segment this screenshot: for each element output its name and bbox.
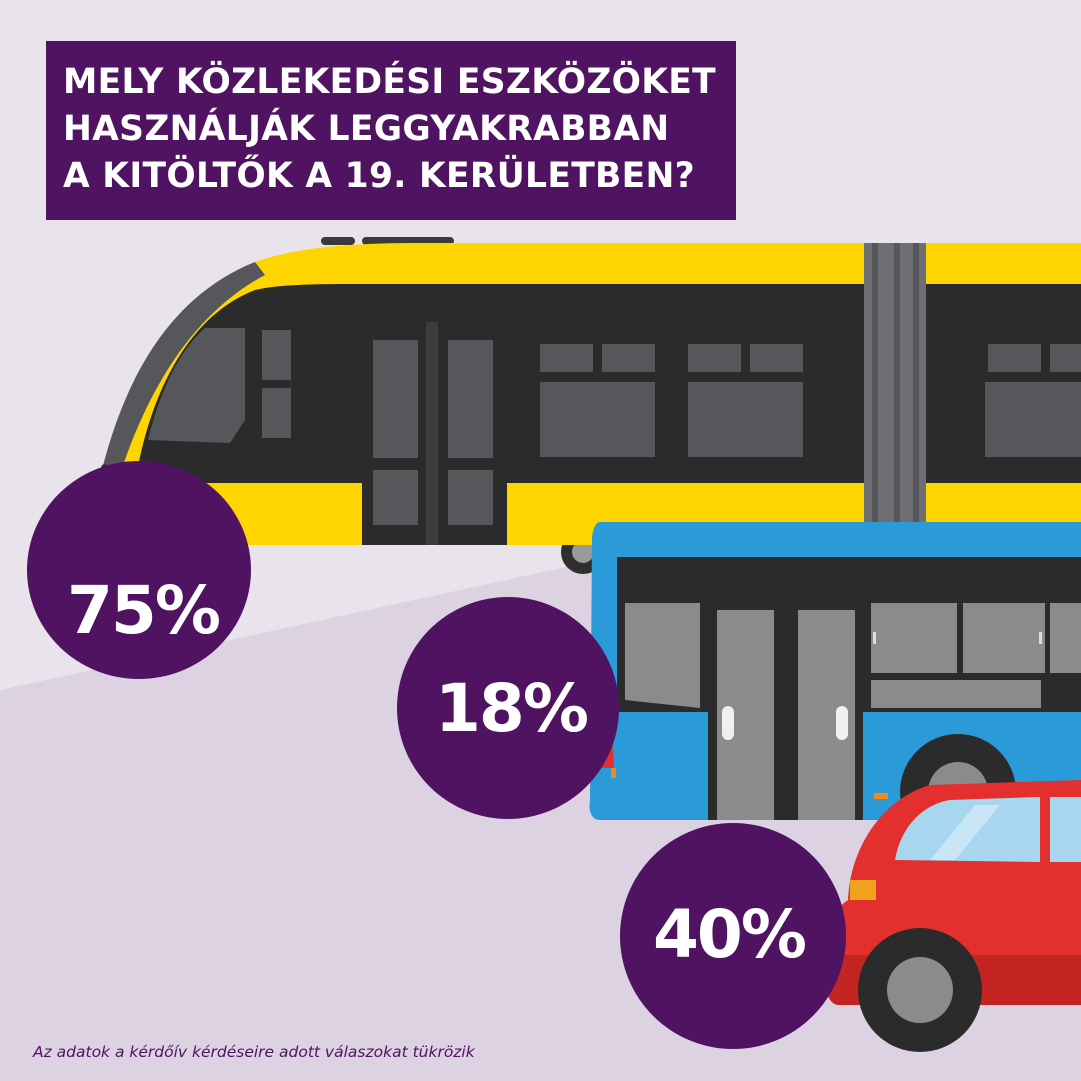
bus-icon (589, 522, 1081, 850)
stat-circle-car (620, 823, 846, 1049)
stat-circle-bus (397, 597, 619, 819)
stat-label-bus: 18% (435, 670, 589, 747)
stat-label-tram: 75% (67, 572, 221, 649)
car-icon (827, 780, 1081, 1052)
footnote: Az adatok a kérdőív kérdéseire adott vál… (33, 1043, 475, 1061)
title-line-3: A KITÖLTŐK A 19. KERÜLETBEN? (63, 156, 695, 196)
stat-circle-tram (27, 461, 251, 679)
title-line-2: HASZNÁLJÁK LEGGYAKRABBAN (63, 109, 670, 149)
title-box: MELY KÖZLEKEDÉSI ESZKÖZÖKET HASZNÁLJÁK L… (46, 41, 737, 220)
stat-label-car: 40% (653, 896, 807, 973)
title-line-1: MELY KÖZLEKEDÉSI ESZKÖZÖKET (63, 62, 717, 102)
